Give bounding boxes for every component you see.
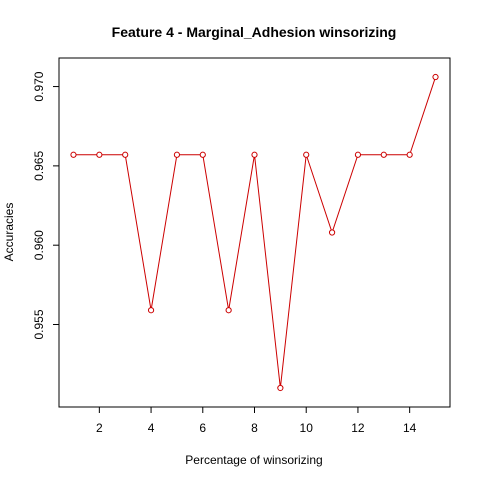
series-group <box>70 73 439 392</box>
series-line <box>73 76 436 389</box>
data-point <box>303 151 310 158</box>
y-tick-label: 0.970 <box>32 71 46 101</box>
data-point <box>406 151 413 158</box>
data-point <box>173 151 181 158</box>
plot-frame <box>58 57 451 408</box>
y-tick-label: 0.965 <box>32 151 46 181</box>
y-tick-label: 0.955 <box>32 309 46 339</box>
chart-title: Feature 4 - Marginal_Adhesion winsorizin… <box>112 24 397 40</box>
data-point <box>380 151 387 158</box>
x-axis-label: Percentage of winsorizing <box>185 453 322 467</box>
x-tick-label: 8 <box>251 421 258 435</box>
data-point <box>354 151 362 158</box>
data-point <box>328 229 336 236</box>
data-point <box>199 151 206 158</box>
data-point <box>147 307 155 314</box>
data-point <box>96 151 103 158</box>
data-point <box>70 151 77 158</box>
data-point <box>277 384 284 392</box>
x-tick-label: 12 <box>351 421 365 435</box>
data-point <box>225 307 232 314</box>
x-axis: 2 4 6 8 10 12 14 <box>96 407 417 435</box>
y-tick-label: 0.960 <box>32 230 46 260</box>
y-axis-label: Accuracies <box>2 203 16 262</box>
data-point <box>251 151 258 158</box>
y-axis: 0.955 0.960 0.965 0.970 <box>32 71 59 340</box>
x-tick-label: 10 <box>300 421 314 435</box>
x-tick-label: 4 <box>148 421 155 435</box>
data-point <box>432 73 439 81</box>
x-tick-label: 6 <box>199 421 206 435</box>
x-tick-label: 2 <box>96 421 103 435</box>
data-point <box>122 151 129 158</box>
x-tick-label: 14 <box>403 421 417 435</box>
